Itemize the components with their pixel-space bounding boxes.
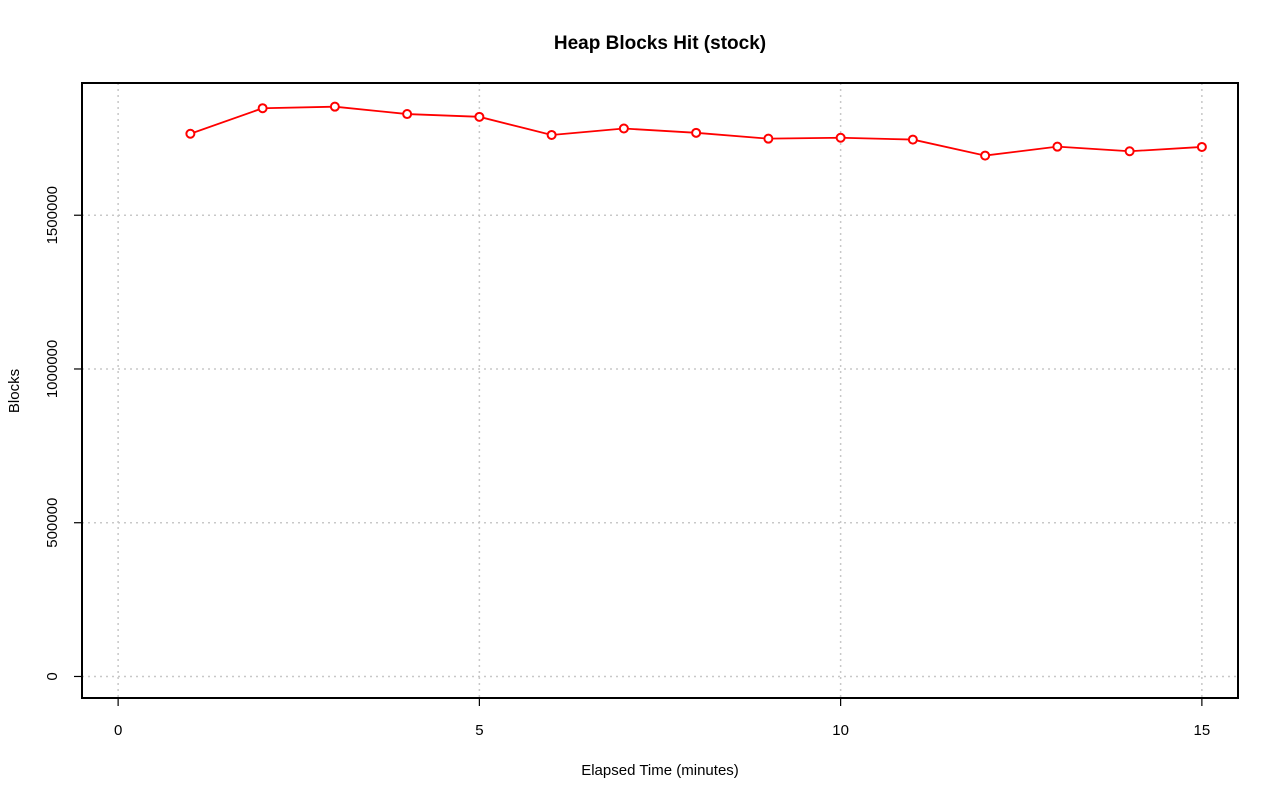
x-tick-label: 15 xyxy=(1194,722,1211,739)
grid-lines xyxy=(82,83,1238,698)
y-tick-label: 500000 xyxy=(44,498,61,548)
x-tick-label: 5 xyxy=(475,722,483,739)
x-tick-label: 0 xyxy=(114,722,122,739)
data-point xyxy=(474,111,485,122)
data-point xyxy=(1196,141,1207,152)
data-point xyxy=(980,150,991,161)
data-point xyxy=(546,129,557,140)
axis-ticks: 0 5 10 15 0 500000 1000000 1500000 xyxy=(44,186,1210,739)
data-point xyxy=(691,127,702,138)
data-point xyxy=(835,132,846,143)
data-point xyxy=(1124,146,1135,157)
data-series xyxy=(185,101,1207,161)
data-point xyxy=(329,101,340,112)
data-point xyxy=(402,109,413,120)
y-tick-label: 1500000 xyxy=(44,186,61,244)
x-axis-label: Elapsed Time (minutes) xyxy=(581,762,739,779)
chart-title: Heap Blocks Hit (stock) xyxy=(554,33,766,54)
y-axis-label: Blocks xyxy=(6,369,23,413)
plot-frame xyxy=(81,82,1239,699)
data-point xyxy=(618,123,629,134)
data-point xyxy=(1052,141,1063,152)
data-point xyxy=(907,134,918,145)
x-tick-label: 10 xyxy=(832,722,849,739)
data-point xyxy=(185,128,196,139)
y-tick-label: 1000000 xyxy=(44,340,61,398)
data-point xyxy=(763,133,774,144)
data-point xyxy=(257,103,268,114)
y-tick-label: 0 xyxy=(44,672,61,680)
